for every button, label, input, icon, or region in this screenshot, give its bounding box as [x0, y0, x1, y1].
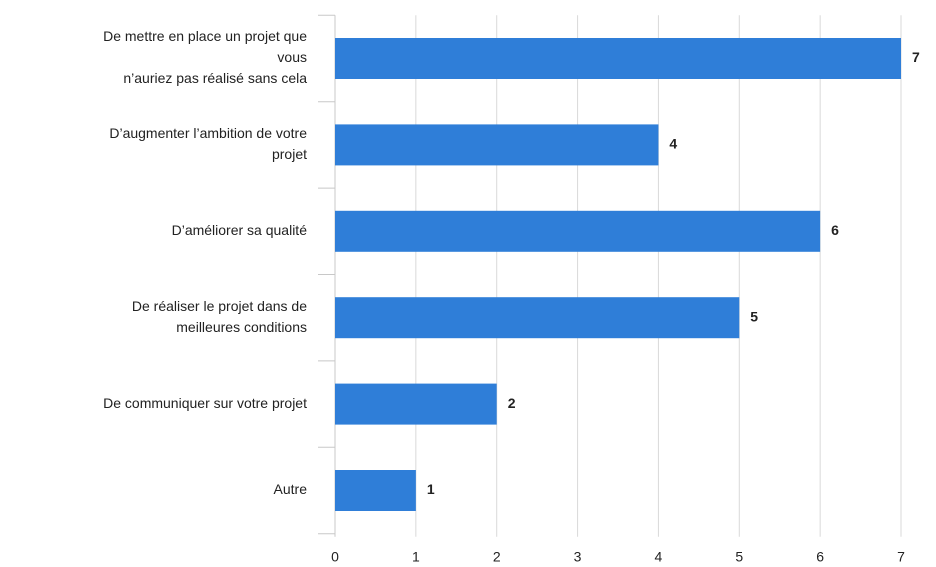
value-label: 6: [831, 222, 839, 238]
y-tick-label: projet: [272, 146, 307, 162]
value-label: 5: [750, 308, 758, 324]
y-tick-label: Autre: [274, 481, 308, 497]
x-tick-label: 5: [735, 549, 743, 565]
y-tick-label: De réaliser le projet dans de: [132, 298, 307, 314]
bar: [335, 470, 416, 511]
bar: [335, 124, 659, 166]
x-tick-label: 4: [655, 549, 663, 565]
y-tick-label: vous: [277, 49, 307, 65]
x-tick-label: 6: [816, 549, 824, 565]
x-tick-label: 7: [897, 549, 905, 565]
value-label: 7: [912, 49, 920, 65]
y-tick-label: D’augmenter l’ambition de votre: [109, 125, 307, 141]
value-label: 1: [427, 481, 435, 497]
x-tick-label: 1: [412, 549, 420, 565]
y-tick-label: meilleures conditions: [176, 319, 307, 335]
x-tick-label: 2: [493, 549, 501, 565]
y-tick-label: D’améliorer sa qualité: [172, 222, 308, 238]
value-label: 2: [508, 395, 516, 411]
bar: [335, 383, 497, 425]
x-tick-label: 0: [331, 549, 339, 565]
y-tick-label: n’auriez pas réalisé sans cela: [123, 70, 307, 86]
bar: [335, 38, 901, 79]
bar: [335, 210, 821, 252]
value-label: 4: [669, 136, 677, 152]
y-tick-label: De communiquer sur votre projet: [103, 395, 307, 411]
y-tick-label: De mettre en place un projet que: [103, 28, 307, 44]
x-tick-label: 3: [574, 549, 582, 565]
bar: [335, 297, 740, 339]
